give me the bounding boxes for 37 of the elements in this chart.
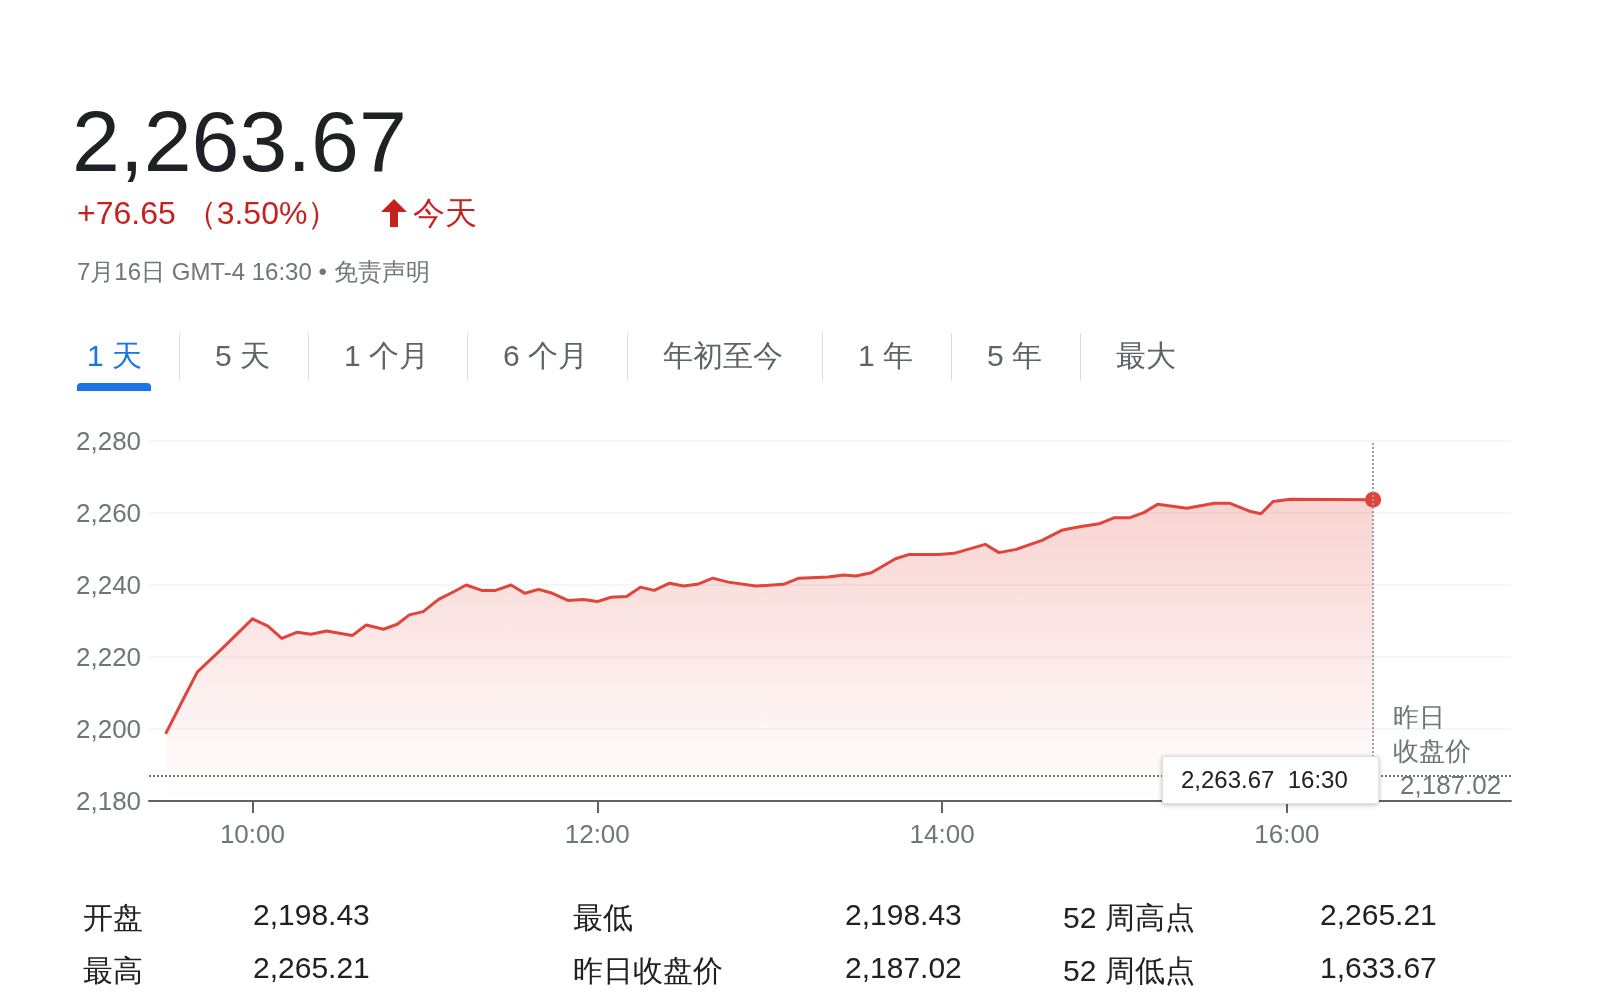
text: 年初至今 [663, 338, 783, 374]
text: 7月16日 GMT-4 16:30 • 免责声明 [77, 257, 430, 287]
chart-subtitle: +76.65 （3.50%） [77, 194, 340, 233]
y-tick-label: 2,180 [76, 786, 142, 816]
text: 1 天 [87, 338, 143, 374]
text: 1 个月 [344, 338, 430, 374]
text: 2,265.21 [1320, 898, 1437, 932]
text: 2,198.43 [845, 898, 962, 932]
y-tick-label: 2,240 [76, 570, 142, 600]
text: 2,198.43 [253, 898, 370, 932]
annotation: 2,263.67 16:30 [1162, 756, 1379, 804]
text: 1 年 [858, 338, 914, 374]
text: 开盘 [83, 900, 143, 936]
text: 6 个月 [503, 338, 589, 374]
y-tick-label: 2,280 [76, 426, 142, 456]
ref-line-label: 昨日收盘价 [1393, 701, 1471, 766]
chart-title: 2,263.67 [72, 92, 407, 191]
text: 最低 [573, 900, 633, 936]
text: 52 周高点 [1063, 900, 1195, 936]
text: 最大 [1116, 338, 1176, 374]
text: 5 年 [987, 338, 1043, 374]
x-tick-label: 14:00 [909, 819, 975, 849]
text: 昨日收盘价 [573, 953, 723, 989]
text: 52 周低点 [1063, 953, 1195, 989]
y-tick-label: 2,260 [76, 498, 142, 528]
text: 最高 [83, 953, 143, 989]
x-tick-label: 12:00 [564, 819, 630, 849]
text: 2,265.21 [253, 951, 370, 985]
y-tick-label: 2,220 [76, 642, 142, 672]
text: 今天 [413, 194, 477, 233]
y-tick-label: 2,200 [76, 714, 142, 744]
text: 1,633.67 [1320, 951, 1437, 985]
text: 5 天 [215, 338, 271, 374]
text: 2,187.02 [845, 951, 962, 985]
x-tick-label: 16:00 [1254, 819, 1320, 849]
annotation: 2,187.02 [1400, 770, 1502, 801]
x-tick-label: 10:00 [219, 819, 285, 849]
